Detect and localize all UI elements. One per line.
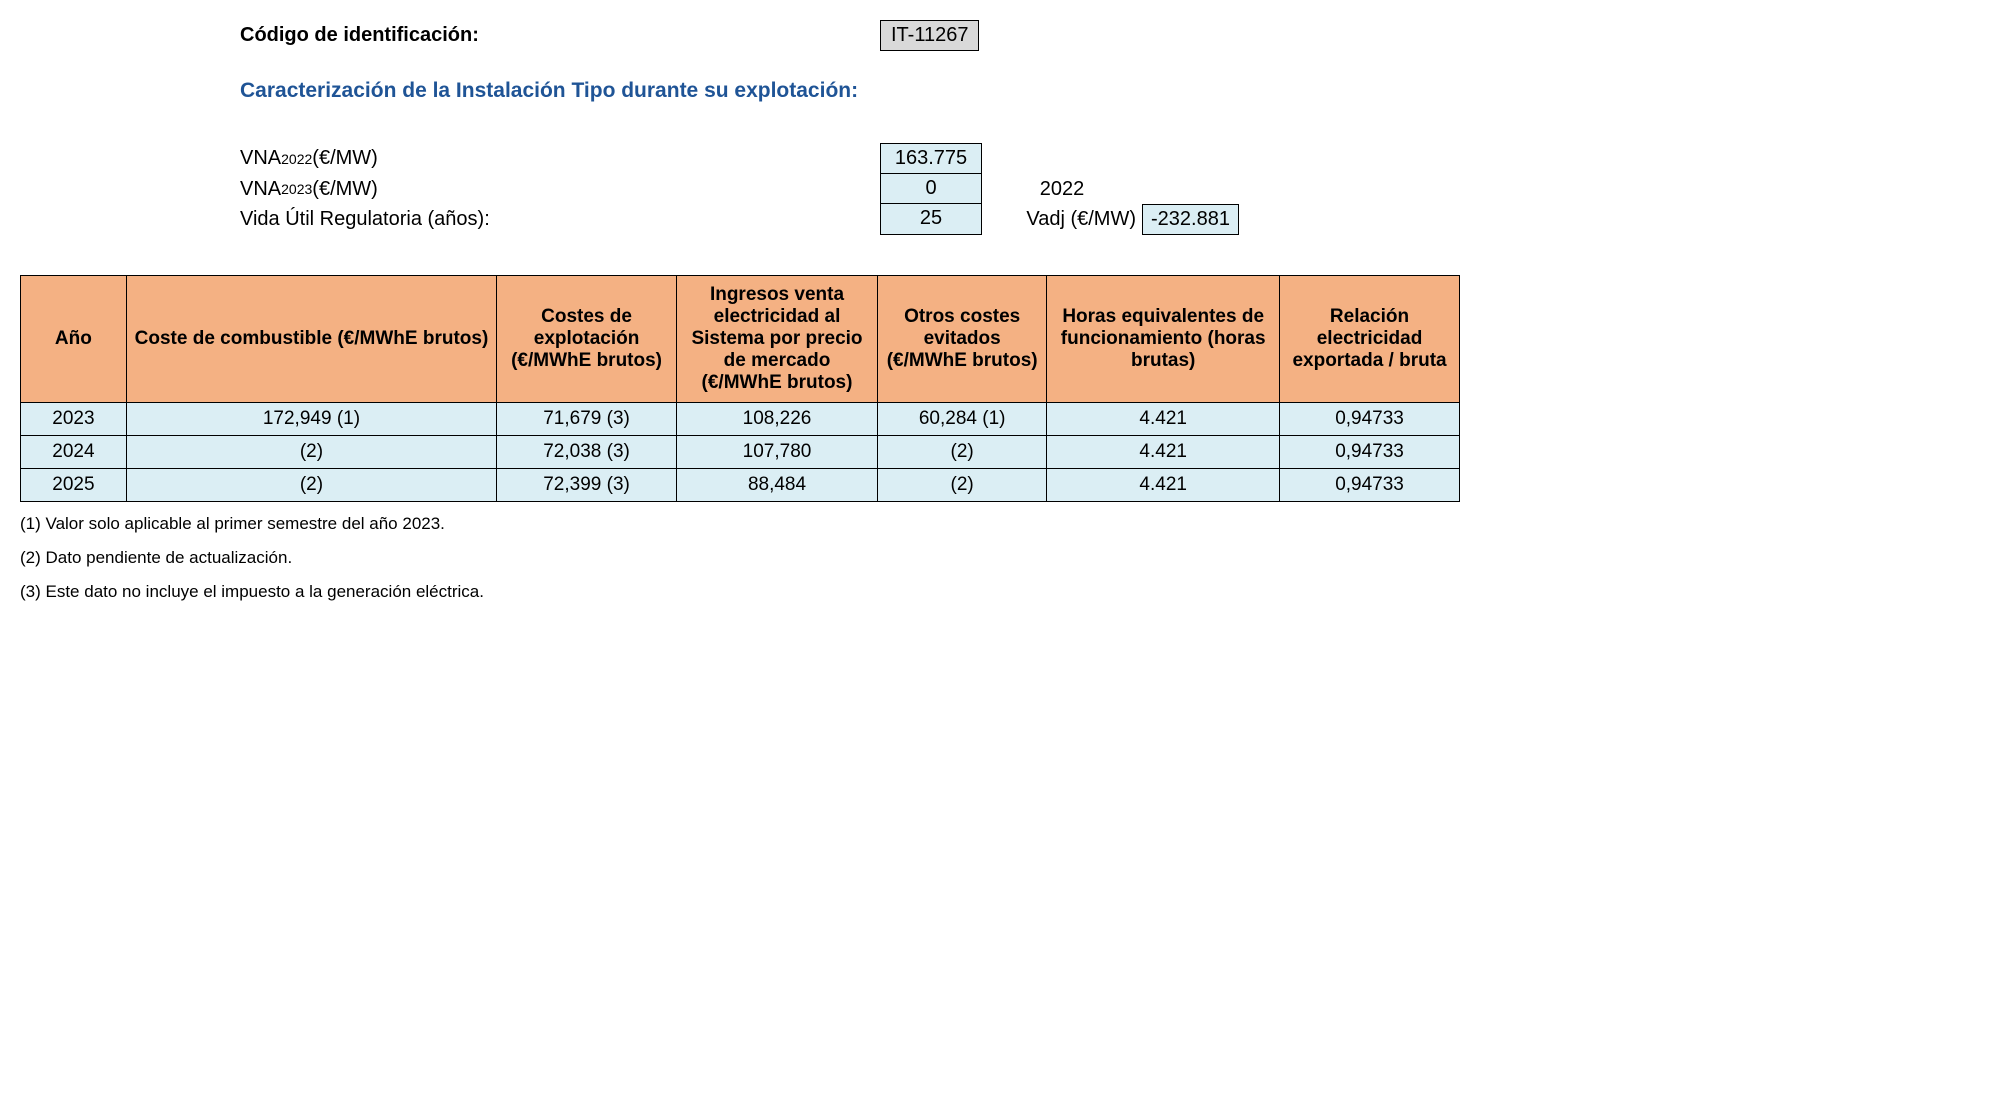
table-row: 2025 (2) 72,399 (3) 88,484 (2) 4.421 0,9… xyxy=(21,469,1460,502)
vna2022-value: 163.775 xyxy=(880,143,982,174)
th-year: Año xyxy=(21,276,127,403)
table-row: 2023 172,949 (1) 71,679 (3) 108,226 60,2… xyxy=(21,403,1460,436)
vna2022-label: VNA2022 (€/MW) xyxy=(240,143,880,174)
id-value-box: IT-11267 xyxy=(880,20,979,51)
life-row: Vida Útil Regulatoria (años): 25 Vadj (€… xyxy=(240,204,1460,235)
page: Código de identificación: IT-11267 Carac… xyxy=(20,20,1460,602)
cell-year: 2023 xyxy=(21,403,127,436)
cell-income: 88,484 xyxy=(676,469,877,502)
vna2023-value: 0 xyxy=(880,174,982,204)
cell-fuel: (2) xyxy=(126,436,496,469)
life-label: Vida Útil Regulatoria (años): xyxy=(240,204,880,235)
cell-ratio: 0,94733 xyxy=(1280,469,1460,502)
id-row: Código de identificación: IT-11267 xyxy=(240,20,1460,51)
year-right: 2022 xyxy=(982,174,1142,204)
th-ratio: Relación electricidad exportada / bruta xyxy=(1280,276,1460,403)
cell-hours: 4.421 xyxy=(1047,403,1280,436)
header-row: Año Coste de combustible (€/MWhE brutos)… xyxy=(21,276,1460,403)
cell-ratio: 0,94733 xyxy=(1280,403,1460,436)
cell-avoided: (2) xyxy=(878,469,1047,502)
cell-opex: 72,399 (3) xyxy=(497,469,677,502)
cell-hours: 4.421 xyxy=(1047,436,1280,469)
vna2023-row: VNA2023 (€/MW) 0 2022 xyxy=(240,174,1460,204)
th-fuel: Coste de combustible (€/MWhE brutos) xyxy=(126,276,496,403)
cell-avoided: (2) xyxy=(878,436,1047,469)
table-row: 2024 (2) 72,038 (3) 107,780 (2) 4.421 0,… xyxy=(21,436,1460,469)
cell-fuel: (2) xyxy=(126,469,496,502)
vadj-label: Vadj (€/MW) xyxy=(1026,208,1136,231)
life-value: 25 xyxy=(880,204,982,235)
vna2023-label: VNA2023 (€/MW) xyxy=(240,174,880,204)
data-table: Año Coste de combustible (€/MWhE brutos)… xyxy=(20,275,1460,502)
cell-income: 108,226 xyxy=(676,403,877,436)
vna2023-label-post: (€/MW) xyxy=(312,178,378,201)
footnote-3: (3) Este dato no incluye el impuesto a l… xyxy=(20,582,1460,602)
cell-year: 2024 xyxy=(21,436,127,469)
cell-avoided: 60,284 (1) xyxy=(878,403,1047,436)
vna2022-label-post: (€/MW) xyxy=(312,147,378,170)
th-opex: Costes de explotación (€/MWhE brutos) xyxy=(497,276,677,403)
cell-hours: 4.421 xyxy=(1047,469,1280,502)
table-body: 2023 172,949 (1) 71,679 (3) 108,226 60,2… xyxy=(21,403,1460,502)
footnote-2: (2) Dato pendiente de actualización. xyxy=(20,548,1460,568)
th-avoided: Otros costes evitados (€/MWhE brutos) xyxy=(878,276,1047,403)
spacer-2022 xyxy=(982,143,1142,174)
cell-ratio: 0,94733 xyxy=(1280,436,1460,469)
cell-opex: 71,679 (3) xyxy=(497,403,677,436)
vadj-wrap: Vadj (€/MW) xyxy=(982,204,1142,235)
th-income: Ingresos venta electricidad al Sistema p… xyxy=(676,276,877,403)
vna2022-sub: 2022 xyxy=(281,151,312,167)
table-head: Año Coste de combustible (€/MWhE brutos)… xyxy=(21,276,1460,403)
params-block: VNA2022 (€/MW) 163.775 VNA2023 (€/MW) 0 … xyxy=(240,143,1460,235)
header-block: Código de identificación: IT-11267 Carac… xyxy=(240,20,1460,103)
subtitle: Caracterización de la Instalación Tipo d… xyxy=(240,79,858,103)
cell-fuel: 172,949 (1) xyxy=(126,403,496,436)
cell-year: 2025 xyxy=(21,469,127,502)
vadj-value: -232.881 xyxy=(1142,204,1239,235)
vna2023-label-pre: VNA xyxy=(240,178,281,201)
th-hours: Horas equivalentes de funcionamiento (ho… xyxy=(1047,276,1280,403)
vna2022-row: VNA2022 (€/MW) 163.775 xyxy=(240,143,1460,174)
cell-income: 107,780 xyxy=(676,436,877,469)
vna2023-sub: 2023 xyxy=(281,181,312,197)
footnotes: (1) Valor solo aplicable al primer semes… xyxy=(20,514,1460,602)
subtitle-row: Caracterización de la Instalación Tipo d… xyxy=(240,79,1460,103)
footnote-1: (1) Valor solo aplicable al primer semes… xyxy=(20,514,1460,534)
vna2022-label-pre: VNA xyxy=(240,147,281,170)
id-label: Código de identificación: xyxy=(240,24,880,47)
cell-opex: 72,038 (3) xyxy=(497,436,677,469)
